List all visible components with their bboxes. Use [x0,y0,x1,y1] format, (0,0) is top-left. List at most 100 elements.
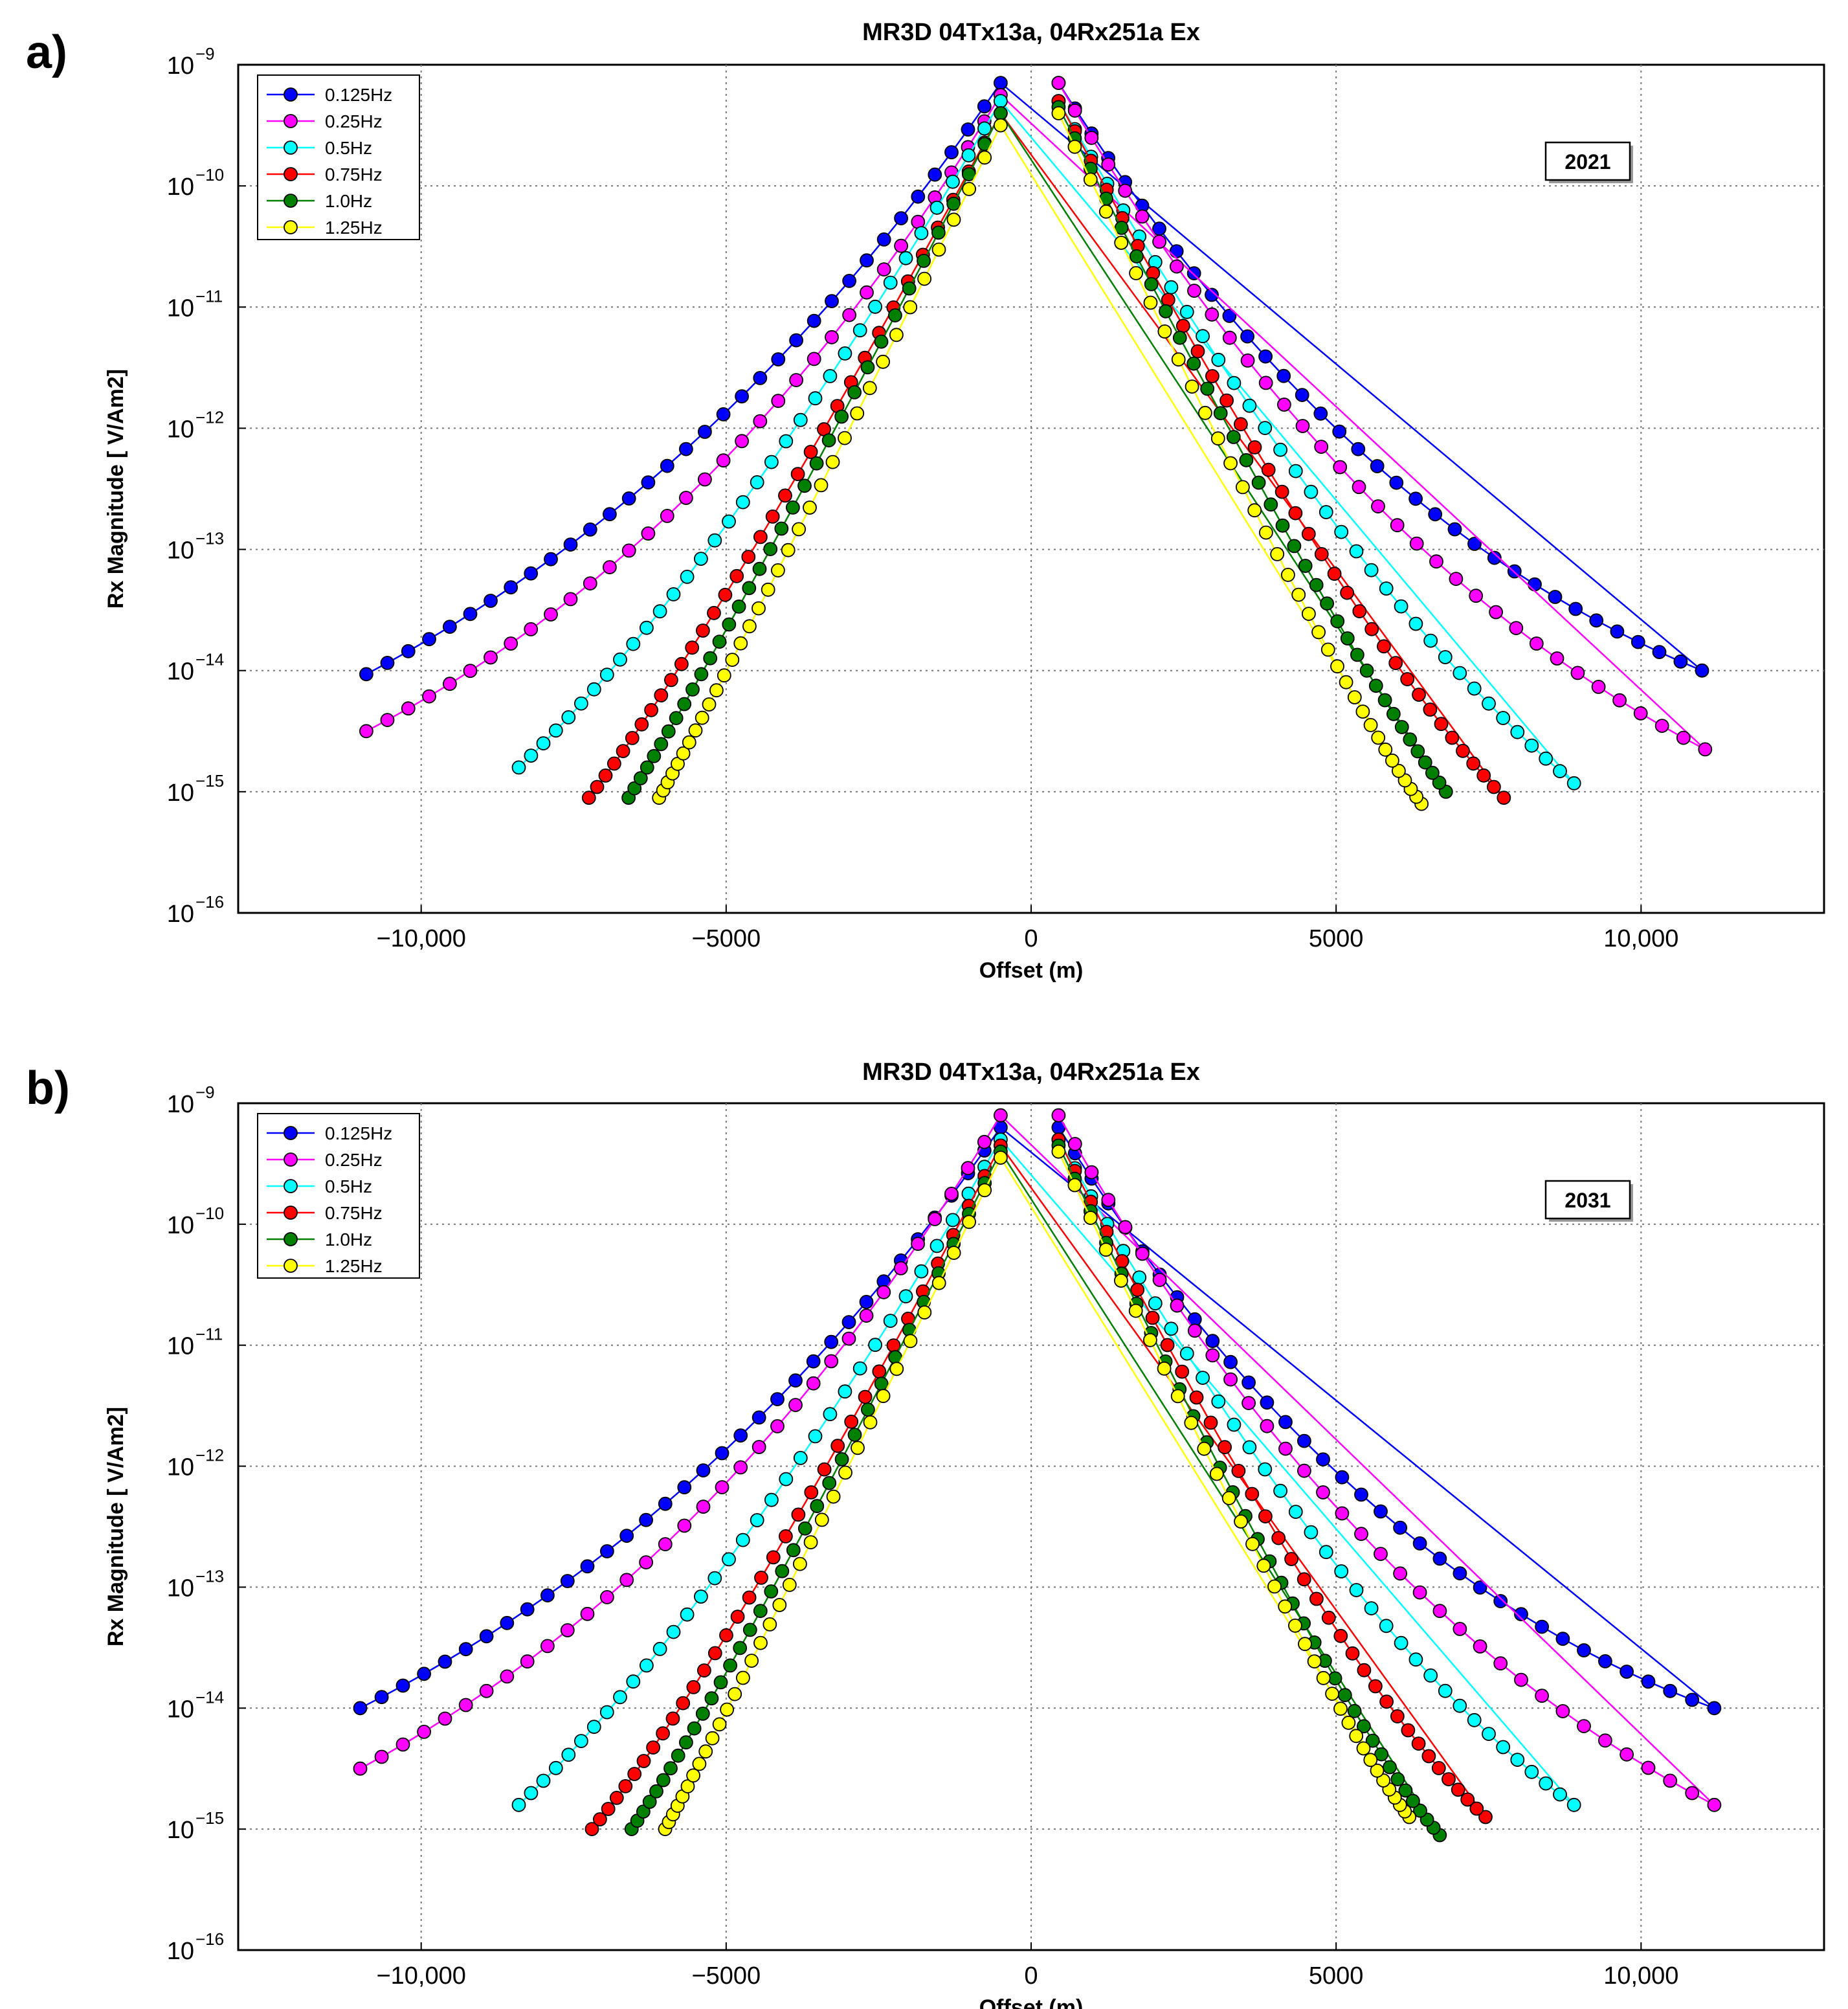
data-point [1423,702,1438,717]
data-point [1234,417,1248,432]
data-point [868,299,882,314]
data-point [1374,1747,1389,1762]
data-point [1175,1364,1190,1379]
data-point [680,570,695,584]
x-tick-label: 5000 [1309,925,1364,952]
data-point [1295,419,1310,433]
series-line [366,82,1706,750]
data-point [633,771,648,785]
legend-marker [284,1206,298,1220]
x-tick-label: 10,000 [1603,925,1678,952]
data-point [1429,554,1443,569]
data-point [1271,1531,1286,1545]
data-point [524,622,539,636]
x-tick-label: 10,000 [1603,1962,1678,1990]
data-point [917,253,931,268]
data-point [1258,1462,1273,1477]
legend: 0.125Hz 0.25Hz 0.5Hz 0.75Hz 1.0Hz 1.25Hz [257,1113,420,1279]
data-point [583,576,597,590]
data-point [1175,319,1190,333]
data-point [889,328,904,342]
data-point [1186,266,1201,281]
data-point [1098,1242,1113,1257]
data-point [1051,1108,1066,1123]
data-point [1345,1646,1360,1661]
data-point [1432,1551,1447,1566]
data-point [504,636,518,651]
data-point [778,488,792,503]
data-point [1423,633,1438,648]
data-point [1276,368,1291,383]
data-point [1383,1760,1397,1775]
data-point [741,550,756,564]
data-point [1221,1490,1236,1505]
data-point [1685,1692,1700,1707]
data-point [1352,480,1366,495]
data-point [1478,1810,1493,1824]
data-point [1487,550,1502,565]
y-axis-label: Rx Magnitude [ V/Am2] [104,1407,128,1646]
data-point [825,330,839,344]
data-point [679,442,693,456]
data-point [1438,650,1453,664]
data-point [1379,1694,1394,1709]
data-point [793,412,808,427]
data-point [876,354,890,369]
data-point [806,1376,821,1391]
data-point [1171,352,1186,367]
data-point [1408,616,1423,631]
data-point [641,475,656,489]
data-point [1145,1310,1160,1325]
data-point [1231,1463,1246,1478]
data-point [1421,1749,1436,1764]
data-point [1316,1670,1331,1685]
data-point [359,667,373,682]
data-point [731,600,746,614]
data-point [847,1428,862,1442]
data-point [788,1373,803,1388]
data-point [380,713,395,727]
data-point [1330,614,1345,629]
data-point [438,1654,452,1669]
data-point [1222,330,1237,345]
data-point [1227,376,1241,390]
data-point [618,1779,633,1793]
data-point [826,1489,841,1504]
data-point [1566,1797,1581,1812]
data-point [1589,613,1604,628]
y-tick-exponent: −9 [195,1083,215,1102]
data-point [616,744,630,758]
data-point [661,724,676,739]
data-point [859,1295,874,1309]
data-point [696,1463,711,1478]
data-point [1148,1296,1163,1310]
data-point [1190,344,1205,359]
data-point [1051,76,1066,91]
data-point [822,1476,837,1490]
data-point [1371,730,1386,745]
data-point [698,1744,713,1759]
data-point [751,1410,766,1425]
y-tick-exponent: −13 [195,1566,224,1586]
y-tick-label: 10 [167,1575,194,1602]
data-point [728,1687,742,1701]
data-point [1377,693,1392,708]
data-point [677,697,692,712]
data-point [893,1261,908,1275]
year-annotation: 2031 [1544,1180,1633,1222]
data-point [1187,1323,1202,1338]
data-point [590,780,605,794]
data-point [1364,563,1379,578]
data-point [520,1654,535,1669]
data-point [1591,680,1606,694]
data-point [581,791,596,805]
data-point [600,1544,614,1558]
data-point [730,1610,745,1624]
data-point [860,360,875,375]
data-point [779,1472,794,1487]
y-tick-exponent: −12 [195,1446,224,1465]
data-point [524,1786,539,1801]
data-point [1539,1776,1553,1791]
data-point [1386,706,1401,721]
data-point [806,1354,821,1369]
